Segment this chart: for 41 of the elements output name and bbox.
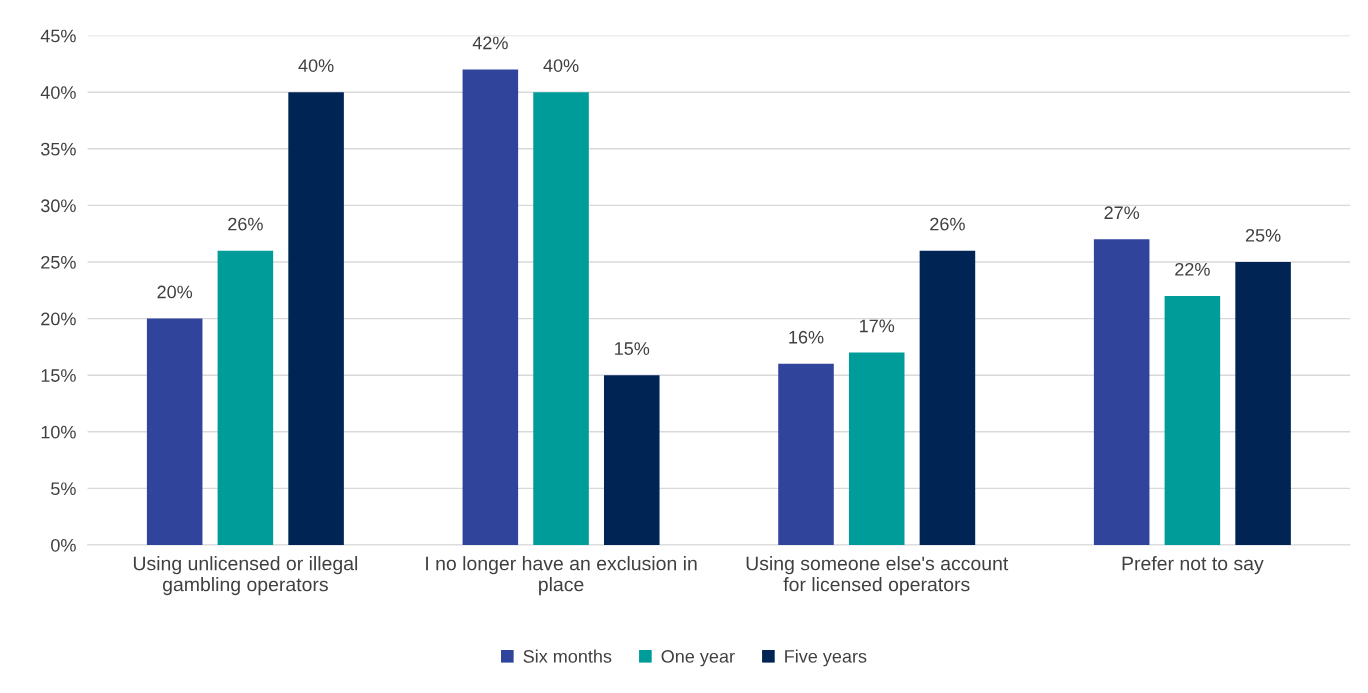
data-label: 25% [1245,228,1281,242]
bar [778,363,834,545]
bar [848,352,905,545]
legend-label: Six months [523,649,612,663]
x-tick-label: Using unlicensed or illegal gambling operators [133,556,358,596]
data-label: 17% [860,319,895,333]
bar [217,250,274,545]
y-tick-label: 10% [41,425,76,439]
y-tick-label: 45% [40,29,76,43]
data-label: 20% [157,285,193,299]
y-tick-label: 5% [51,482,76,496]
data-label: 22% [1175,262,1210,276]
bar [533,92,589,545]
data-label: 40% [298,59,334,72]
legend-label: Five years [785,649,867,667]
bar [919,250,976,545]
legend-label: One year [661,650,735,667]
bar [146,318,203,545]
data-label: 15% [615,342,650,355]
y-tick-label: 40% [40,86,76,99]
x-tick-label: Using someone else's account for licensed operators [746,556,1009,596]
bar [462,69,519,545]
bar [1235,262,1291,545]
y-tick-label: 20% [41,312,76,326]
y-tick-label: 30% [40,199,76,213]
data-label: 42% [472,36,508,50]
y-tick-label: 25% [41,255,76,269]
x-tick-label: Prefer not to say [1122,556,1264,575]
data-label: 27% [1104,206,1140,220]
x-tick-label: I no longer have an exclusion in place [426,556,697,596]
data-label: 26% [228,217,263,231]
y-tick-label: 0% [51,538,76,552]
y-tick-label: 15% [41,369,76,382]
bar [1164,295,1221,545]
data-label: 40% [543,59,579,72]
y-tick-label: 35% [40,142,76,156]
bar [1093,239,1150,545]
bar [603,375,660,545]
data-label: 16% [789,330,824,344]
data-label: 26% [930,217,965,231]
bar [288,92,344,545]
